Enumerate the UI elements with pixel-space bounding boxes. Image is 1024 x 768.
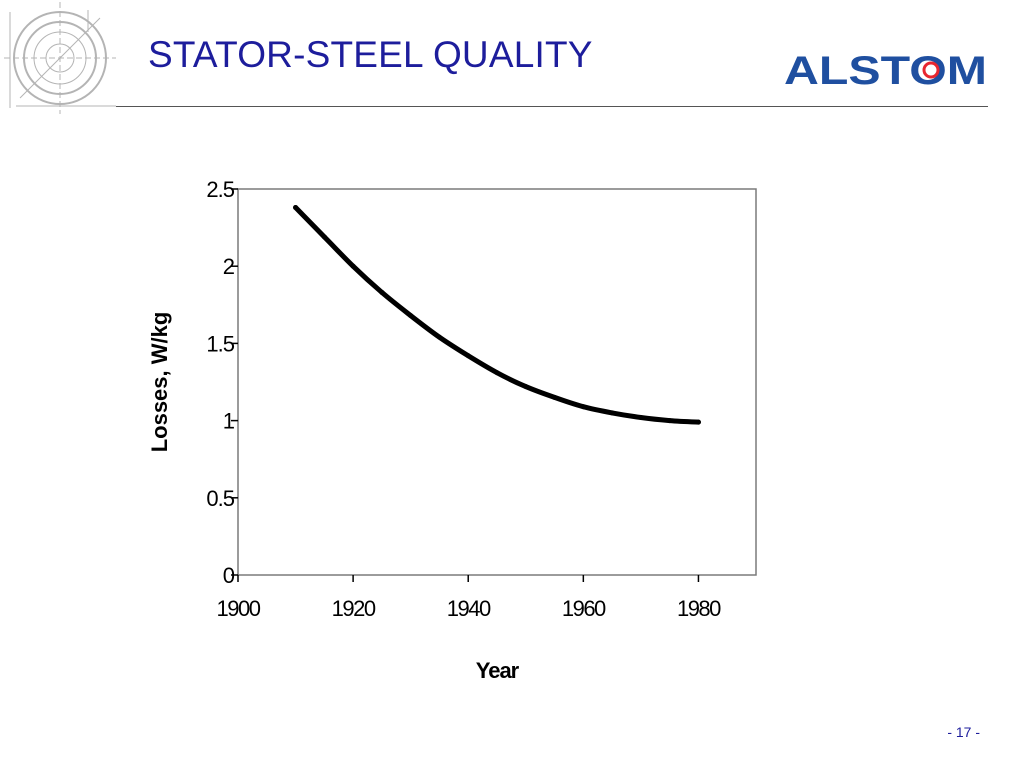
- y-axis-ticks: 2.5 2 1.5 1 0.5 0: [206, 177, 238, 588]
- data-point: [638, 415, 644, 421]
- x-tick-label: 1960: [562, 596, 606, 621]
- data-point: [523, 384, 529, 390]
- data-point: [580, 404, 586, 410]
- data-point: [436, 334, 442, 340]
- x-axis-label: Year: [476, 658, 520, 683]
- slide-title: STATOR-STEEL QUALITY: [148, 34, 593, 75]
- x-tick-label: 1940: [447, 596, 491, 621]
- y-tick-label: 2.5: [206, 177, 234, 202]
- stator-drawing-icon: [4, 2, 116, 114]
- x-tick-label: 1920: [332, 596, 376, 621]
- y-tick-label: 1.5: [206, 331, 234, 356]
- data-point: [552, 394, 558, 400]
- data-point: [667, 418, 673, 424]
- logo-wordmark: ALSTOM: [784, 49, 987, 89]
- data-point: [350, 263, 356, 269]
- x-axis-ticks: 1900 1920 1940 1960 1980: [217, 575, 723, 621]
- x-tick-label: 1980: [677, 596, 721, 621]
- x-tick-label: 1900: [217, 596, 261, 621]
- data-point: [609, 410, 615, 416]
- y-tick-label: 0: [223, 563, 235, 588]
- series-points: [293, 205, 701, 425]
- data-point: [321, 234, 327, 240]
- logo-ring-icon: [922, 61, 940, 79]
- y-tick-label: 2: [223, 254, 235, 279]
- losses-chart: 1900 1920 1940 1960 1980 2.5 2 1.5 1 0.5 0 Year L…: [147, 177, 757, 683]
- data-point: [465, 353, 471, 359]
- data-point: [408, 313, 414, 319]
- y-axis-label: Losses, W/kg: [147, 312, 172, 453]
- data-point: [379, 289, 385, 295]
- data-point: [293, 205, 299, 211]
- y-tick-label: 1: [223, 409, 235, 434]
- header-divider: [116, 106, 988, 107]
- alstom-logo: ALSTOM: [784, 49, 987, 89]
- data-point: [494, 370, 500, 376]
- plot-area: [237, 188, 757, 576]
- page-number: - 17 -: [947, 724, 980, 740]
- data-point: [695, 419, 701, 425]
- y-tick-label: 0.5: [206, 486, 234, 511]
